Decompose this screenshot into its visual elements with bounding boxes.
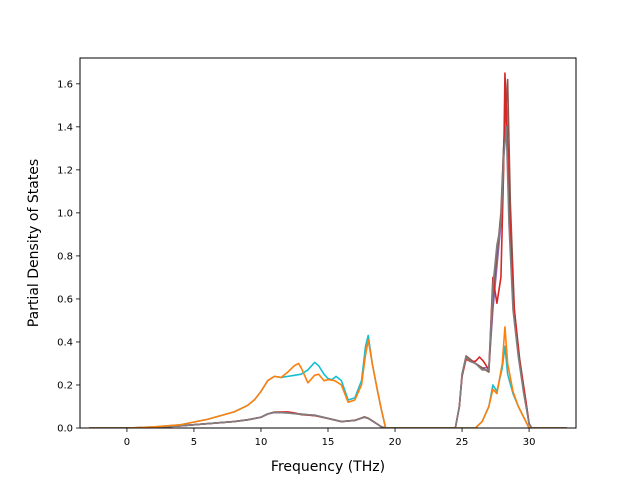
x-tick-label: 20 — [389, 437, 402, 448]
x-axis-label: Frequency (THz) — [271, 459, 385, 475]
y-tick-label: 1.2 — [57, 165, 73, 176]
y-tick-label: 1.6 — [57, 79, 73, 90]
x-tick-label: 5 — [191, 437, 197, 448]
x-tick-label: 10 — [255, 437, 268, 448]
y-tick-label: 0.8 — [57, 251, 73, 262]
y-tick-label: 1.0 — [57, 208, 73, 219]
series-line-6 — [89, 326, 567, 428]
x-tick-label: 15 — [322, 437, 335, 448]
x-axis-ticks: 0 5 10 15 20 25 30 — [124, 428, 536, 448]
x-tick-label: 30 — [523, 437, 536, 448]
plot-area — [80, 58, 576, 428]
y-tick-label: 0.4 — [57, 337, 73, 348]
y-tick-label: 0.2 — [57, 380, 73, 391]
y-tick-label: 1.4 — [57, 122, 73, 133]
y-tick-label: 0.0 — [57, 424, 73, 435]
y-tick-label: 0.6 — [57, 294, 73, 305]
x-tick-label: 0 — [124, 437, 130, 448]
series-layer — [89, 72, 567, 428]
y-axis-label: Partial Density of States — [26, 159, 42, 327]
x-tick-label: 25 — [456, 437, 469, 448]
series-line-4 — [89, 126, 567, 428]
y-axis-ticks: 0.0 0.2 0.4 0.6 0.8 1.0 1.2 1.4 1.6 — [57, 79, 80, 435]
